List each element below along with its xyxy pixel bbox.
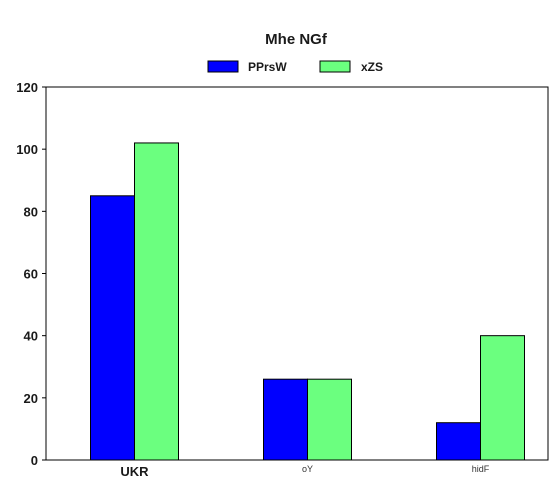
y-axis: 0 20 40 60 80 100 120: [16, 80, 46, 468]
legend-swatch-series-0: [207, 60, 239, 73]
bar-PPrsW-UKR: [90, 195, 135, 461]
y-tick-label: 40: [24, 329, 38, 344]
x-tick-label: UKR: [120, 464, 149, 479]
chart-title: Mhe NGf: [265, 31, 328, 48]
bar-PPrsW-hidF: [436, 422, 481, 461]
y-tick-label: 80: [24, 204, 38, 219]
bar-PPrsW-oY: [263, 378, 308, 461]
y-tick-label: 0: [31, 453, 38, 468]
legend-label-series-0: PPrsW: [248, 60, 287, 74]
y-tick-label: 120: [16, 80, 38, 95]
x-axis: UKR oY hidF: [120, 464, 489, 479]
bar-xZS-UKR: [134, 142, 179, 461]
y-tick-label: 20: [24, 391, 38, 406]
legend: PPrsW xZS: [207, 60, 383, 74]
bars-layer: [90, 142, 525, 461]
y-tick-label: 100: [16, 142, 38, 157]
bar-xZS-oY: [307, 378, 352, 461]
x-tick-label: hidF: [472, 464, 490, 474]
x-tick-label: oY: [302, 464, 313, 474]
legend-label-series-1: xZS: [361, 60, 383, 74]
y-tick-label: 60: [24, 267, 38, 282]
legend-swatch-series-1: [319, 60, 351, 73]
bar-xZS-hidF: [480, 335, 525, 461]
